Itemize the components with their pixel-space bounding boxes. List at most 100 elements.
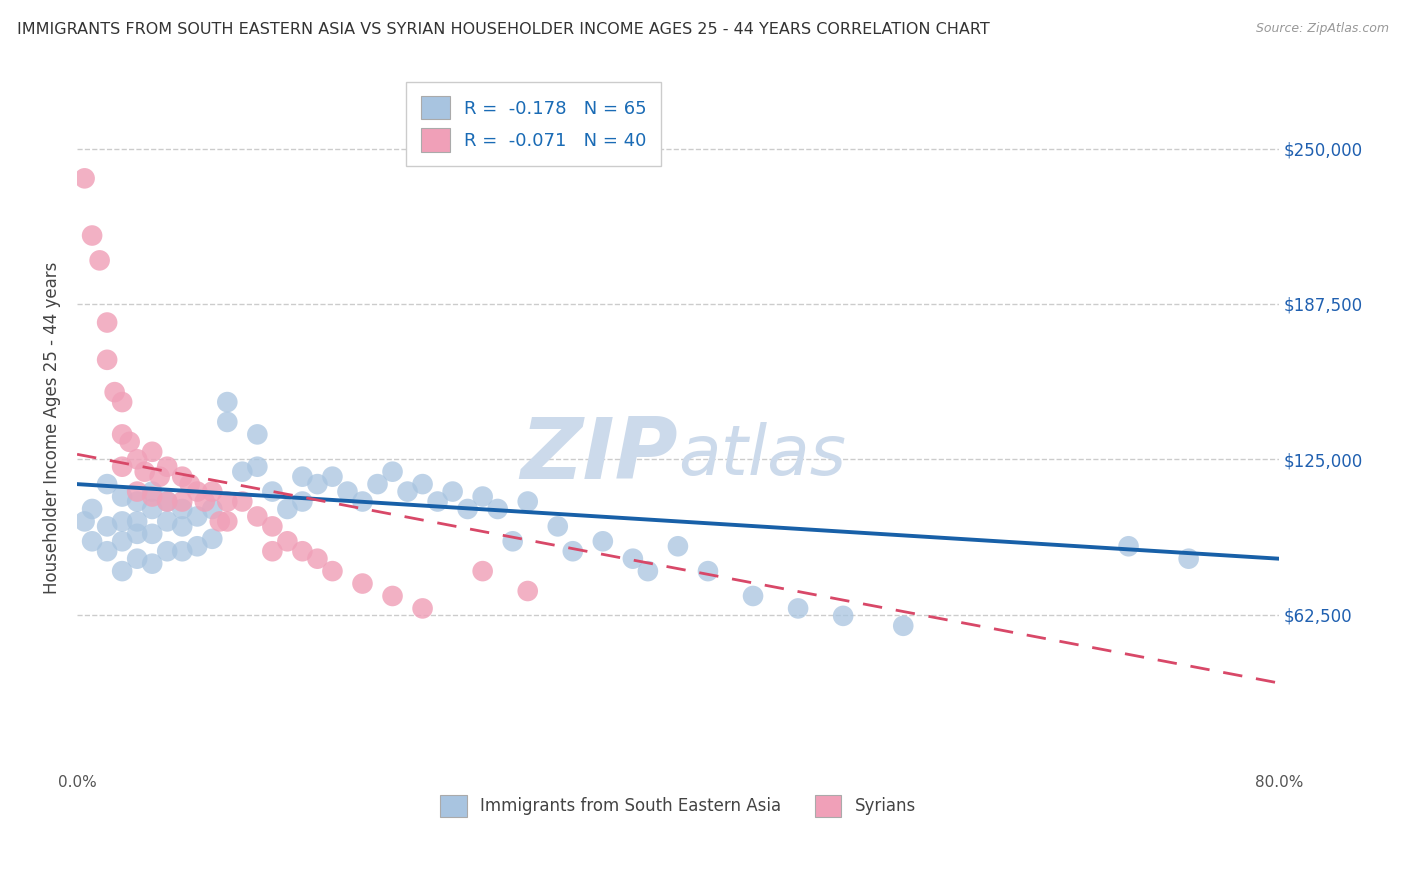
- Point: [96, 544, 118, 558]
- Point: [381, 465, 404, 479]
- Point: [426, 494, 449, 508]
- Point: [156, 544, 179, 558]
- Point: [262, 519, 284, 533]
- Point: [111, 534, 134, 549]
- Point: [502, 534, 524, 549]
- Point: [891, 619, 914, 633]
- Point: [336, 484, 359, 499]
- Point: [111, 395, 134, 409]
- Point: [471, 564, 494, 578]
- Point: [172, 519, 194, 533]
- Point: [621, 551, 644, 566]
- Point: [262, 544, 284, 558]
- Point: [412, 601, 434, 615]
- Point: [291, 544, 314, 558]
- Point: [82, 534, 104, 549]
- Point: [457, 502, 479, 516]
- Point: [156, 494, 179, 508]
- Point: [396, 484, 419, 499]
- Point: [486, 502, 509, 516]
- Point: [231, 465, 253, 479]
- Text: Source: ZipAtlas.com: Source: ZipAtlas.com: [1256, 22, 1389, 36]
- Point: [561, 544, 583, 558]
- Point: [291, 469, 314, 483]
- Point: [307, 551, 329, 566]
- Point: [201, 484, 224, 499]
- Point: [82, 502, 104, 516]
- Point: [149, 469, 172, 483]
- Point: [321, 469, 343, 483]
- Point: [547, 519, 569, 533]
- Point: [141, 557, 163, 571]
- Point: [111, 515, 134, 529]
- Point: [127, 515, 149, 529]
- Point: [111, 427, 134, 442]
- Point: [697, 564, 720, 578]
- Point: [127, 526, 149, 541]
- Point: [111, 490, 134, 504]
- Y-axis label: Householder Income Ages 25 - 44 years: Householder Income Ages 25 - 44 years: [44, 262, 60, 594]
- Point: [307, 477, 329, 491]
- Legend: Immigrants from South Eastern Asia, Syrians: Immigrants from South Eastern Asia, Syri…: [433, 789, 922, 823]
- Point: [141, 502, 163, 516]
- Point: [134, 465, 156, 479]
- Point: [1177, 551, 1199, 566]
- Point: [96, 519, 118, 533]
- Point: [471, 490, 494, 504]
- Point: [201, 502, 224, 516]
- Point: [127, 551, 149, 566]
- Point: [118, 434, 141, 449]
- Point: [172, 469, 194, 483]
- Point: [104, 385, 127, 400]
- Point: [742, 589, 765, 603]
- Point: [352, 576, 374, 591]
- Point: [127, 494, 149, 508]
- Point: [141, 444, 163, 458]
- Point: [141, 490, 163, 504]
- Point: [592, 534, 614, 549]
- Point: [352, 494, 374, 508]
- Point: [186, 539, 208, 553]
- Point: [201, 532, 224, 546]
- Point: [208, 515, 231, 529]
- Point: [276, 502, 298, 516]
- Point: [73, 171, 96, 186]
- Point: [246, 459, 269, 474]
- Point: [186, 509, 208, 524]
- Point: [787, 601, 810, 615]
- Point: [321, 564, 343, 578]
- Point: [516, 494, 538, 508]
- Point: [637, 564, 659, 578]
- Point: [186, 484, 208, 499]
- Point: [127, 484, 149, 499]
- Point: [217, 395, 239, 409]
- Point: [172, 544, 194, 558]
- Point: [276, 534, 298, 549]
- Point: [231, 494, 253, 508]
- Point: [172, 502, 194, 516]
- Point: [111, 564, 134, 578]
- Point: [367, 477, 389, 491]
- Point: [89, 253, 111, 268]
- Point: [246, 427, 269, 442]
- Text: IMMIGRANTS FROM SOUTH EASTERN ASIA VS SYRIAN HOUSEHOLDER INCOME AGES 25 - 44 YEA: IMMIGRANTS FROM SOUTH EASTERN ASIA VS SY…: [17, 22, 990, 37]
- Point: [141, 526, 163, 541]
- Point: [412, 477, 434, 491]
- Point: [381, 589, 404, 603]
- Point: [156, 459, 179, 474]
- Point: [179, 477, 201, 491]
- Point: [1118, 539, 1140, 553]
- Point: [73, 515, 96, 529]
- Point: [516, 584, 538, 599]
- Point: [82, 228, 104, 243]
- Text: ZIP: ZIP: [520, 414, 678, 497]
- Point: [217, 515, 239, 529]
- Point: [172, 494, 194, 508]
- Point: [217, 415, 239, 429]
- Point: [127, 452, 149, 467]
- Point: [111, 459, 134, 474]
- Point: [666, 539, 689, 553]
- Point: [96, 316, 118, 330]
- Point: [156, 515, 179, 529]
- Text: atlas: atlas: [678, 422, 846, 489]
